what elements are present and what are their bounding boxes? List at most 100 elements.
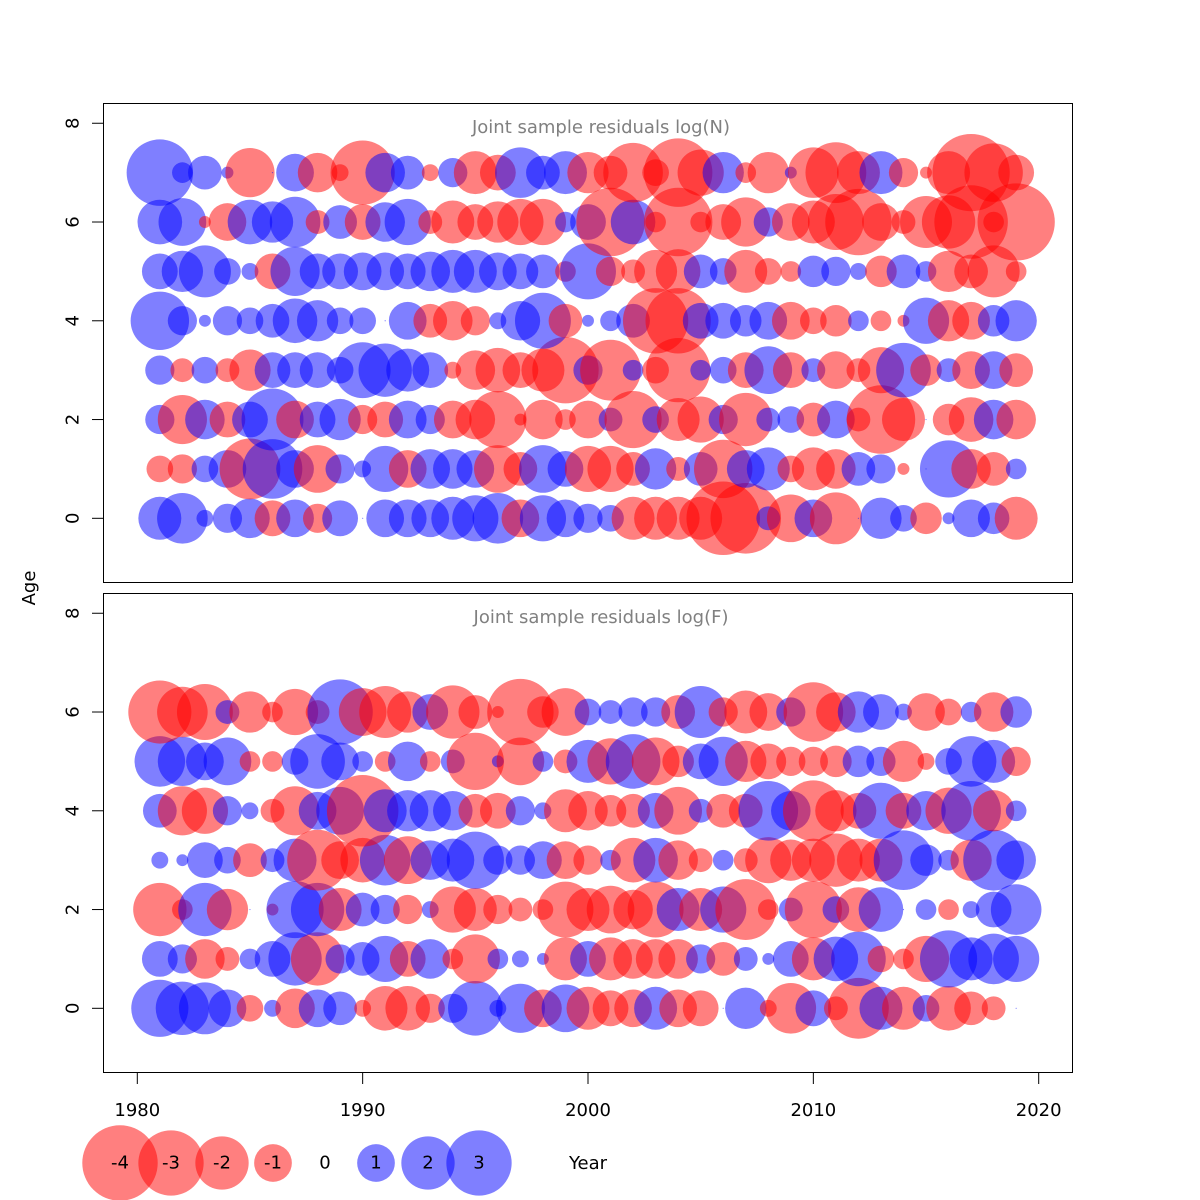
residual-bubble xyxy=(772,352,809,389)
residual-bubble xyxy=(560,243,616,300)
residual-bubble xyxy=(754,258,782,285)
x-tick-label: 2010 xyxy=(790,1100,836,1121)
y-tick-label: 2 xyxy=(63,904,84,915)
residual-bubble xyxy=(453,888,497,932)
residual-bubble xyxy=(412,352,449,389)
residual-bubble xyxy=(297,152,338,193)
legend-label: 1 xyxy=(370,1153,381,1174)
residual-bubble xyxy=(323,991,357,1026)
residual-bubble xyxy=(996,399,1036,440)
residual-bubble xyxy=(276,499,314,538)
residual-bubble xyxy=(674,686,727,739)
residual-bubble xyxy=(831,931,886,987)
residual-bubble xyxy=(962,901,980,918)
residual-bubble xyxy=(935,698,962,726)
residual-bubble xyxy=(749,693,788,731)
residual-bubble xyxy=(942,512,955,525)
residual-bubble xyxy=(450,934,500,984)
residual-bubble xyxy=(145,355,175,385)
residual-bubble xyxy=(299,352,336,389)
legend-label: 0 xyxy=(319,1153,330,1174)
residual-bubble xyxy=(185,939,225,979)
residual-bubble xyxy=(719,392,773,447)
residual-bubble xyxy=(995,300,1037,342)
residual-bubble xyxy=(688,798,713,823)
residual-bubble xyxy=(483,894,513,925)
residual-bubble xyxy=(505,796,536,826)
panel-logF: Joint sample residuals log(F) 0 2 4 6 8 xyxy=(63,593,1073,1073)
y-tick-label: 0 xyxy=(63,513,84,524)
residual-bubble xyxy=(972,739,1016,783)
residual-bubble xyxy=(208,989,247,1028)
legend-bubble xyxy=(357,1144,395,1182)
panel-logF-bubbles xyxy=(128,678,1042,1039)
residual-bubble xyxy=(187,842,223,879)
legend-label: 3 xyxy=(473,1153,484,1174)
residual-bubble xyxy=(573,503,603,533)
residual-bubble xyxy=(387,741,428,782)
residual-bubble xyxy=(415,993,445,1023)
residual-bubble xyxy=(1000,696,1032,728)
residual-bubble xyxy=(146,455,174,483)
residual-bubble xyxy=(860,497,902,539)
residual-bubble xyxy=(384,198,431,246)
residual-bubble xyxy=(857,517,860,519)
residual-bubble xyxy=(370,894,400,925)
residual-bubble xyxy=(688,848,713,873)
residual-bubble xyxy=(181,787,229,834)
y-tick-label: 8 xyxy=(63,118,84,129)
y-tick-label: 4 xyxy=(63,805,84,816)
residual-bubble xyxy=(809,492,862,545)
residual-bubble xyxy=(393,894,423,925)
residual-bubble xyxy=(214,846,241,874)
residual-bubble xyxy=(725,987,767,1029)
residual-bubble xyxy=(141,941,178,977)
residual-bubble xyxy=(196,509,214,527)
residual-bubble xyxy=(326,307,354,335)
panel-logN: Joint sample residuals log(N) 0 2 4 6 8 xyxy=(63,103,1073,583)
residual-bubble xyxy=(580,339,641,401)
residual-bubble xyxy=(483,845,513,875)
residual-bubble xyxy=(133,882,187,937)
residual-bubble xyxy=(866,454,896,484)
residual-bubble xyxy=(977,183,1055,261)
residual-bubble xyxy=(776,746,806,777)
residual-bubble xyxy=(233,843,267,878)
legend-label: -4 xyxy=(111,1153,129,1174)
x-tick-label: 1990 xyxy=(340,1100,386,1121)
residual-bubble xyxy=(841,452,876,486)
residual-bubble xyxy=(176,684,233,740)
residual-bubble xyxy=(973,692,1014,732)
residual-bubble xyxy=(780,261,802,282)
residual-bubble xyxy=(722,1007,724,1009)
residual-bubble xyxy=(508,897,533,922)
residual-bubble xyxy=(167,454,197,484)
residual-bubble xyxy=(322,500,359,537)
residual-bubble xyxy=(532,751,554,772)
residual-bubble xyxy=(446,732,504,790)
residual-bubble xyxy=(862,203,900,241)
residual-bubble xyxy=(496,737,545,786)
residual-bubble xyxy=(546,499,585,538)
residual-bubble xyxy=(705,302,742,339)
residual-bubble xyxy=(206,888,249,931)
residual-bubble xyxy=(176,854,189,867)
residual-bubble xyxy=(622,359,644,381)
residual-bubble xyxy=(158,198,207,246)
residual-bubble xyxy=(686,944,716,974)
residual-bubble xyxy=(998,154,1035,191)
residual-bubble xyxy=(715,879,777,940)
residual-bubble xyxy=(910,502,942,535)
residual-bubble xyxy=(1001,746,1031,777)
y-axis-label: Age xyxy=(19,571,40,606)
residual-bubble xyxy=(151,851,169,869)
residual-bubble xyxy=(305,210,330,234)
residual-bubble xyxy=(881,986,925,1030)
residual-bubble xyxy=(1015,1007,1017,1009)
residual-bubble xyxy=(721,197,771,247)
residual-bubble xyxy=(762,952,775,965)
residual-bubble xyxy=(479,792,516,829)
residual-bubble xyxy=(907,693,945,731)
residual-bubble xyxy=(849,262,867,280)
